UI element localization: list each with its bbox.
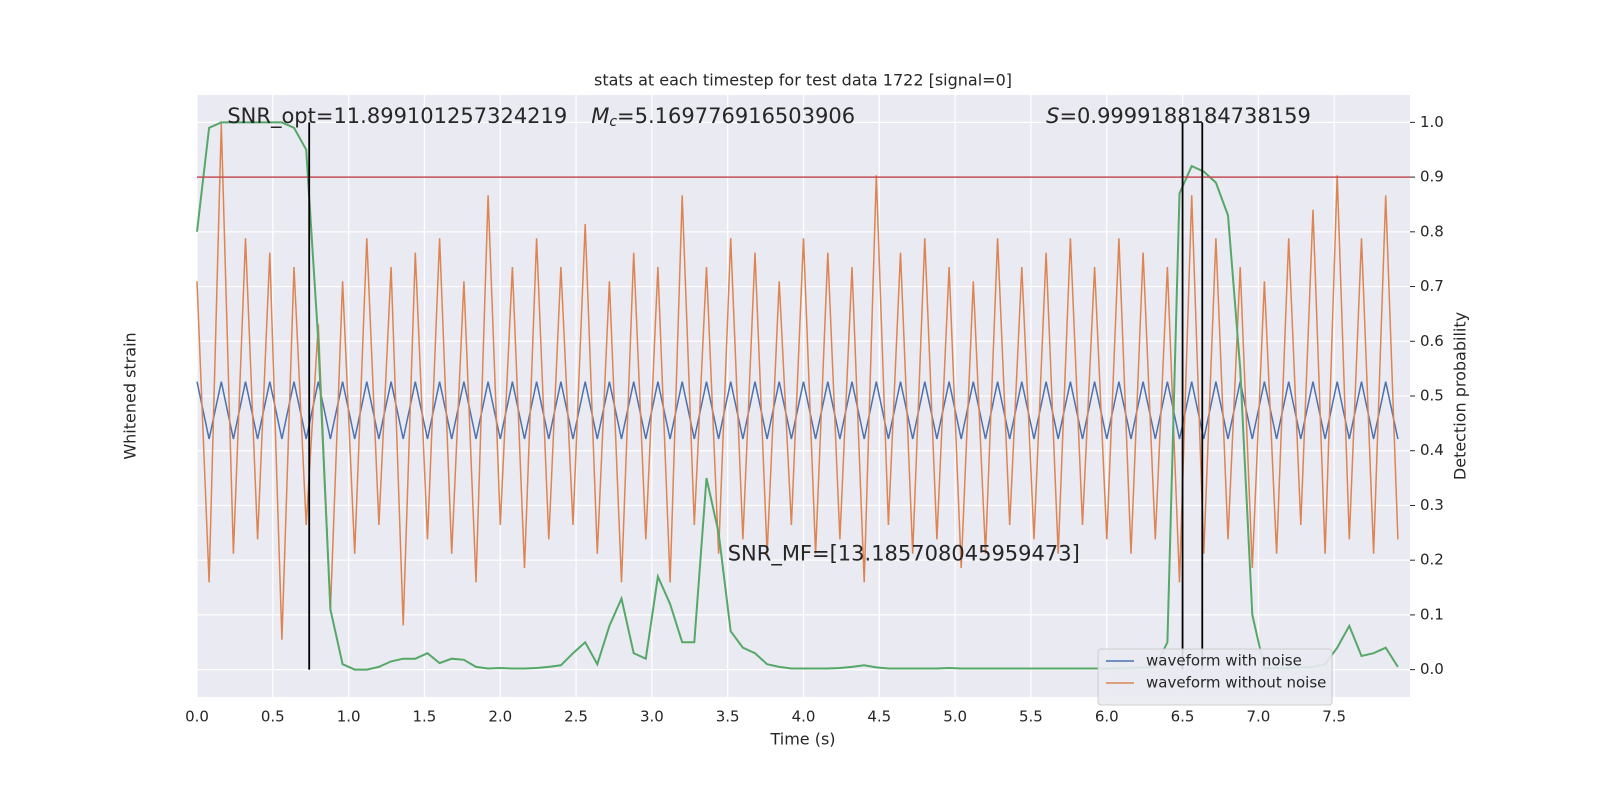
x-tick-label: 2.5 — [564, 708, 588, 726]
x-tick-label: 0.5 — [261, 708, 285, 726]
annotation: SNR_opt=11.899101257324219 — [227, 104, 567, 129]
y-axis-label: Whitened strain — [121, 332, 140, 459]
annotation-symbol: M — [591, 104, 609, 128]
annotation-symbol: S — [1046, 104, 1059, 128]
x-tick-label: 4.0 — [792, 708, 816, 726]
x-tick-label: 5.5 — [1019, 708, 1043, 726]
x-tick-label: 4.5 — [867, 708, 891, 726]
legend-box — [1097, 648, 1333, 706]
legend-label: waveform without noise — [1146, 674, 1326, 692]
annotation: S=0.9999188184738159 — [1046, 104, 1311, 128]
y2-tick-label: 0.2 — [1420, 551, 1444, 569]
annotation: Mc=5.169776916503906 — [591, 104, 855, 130]
x-tick-label: 0.0 — [185, 708, 209, 726]
x-tick-label: 3.0 — [640, 708, 664, 726]
x-tick-label: 1.0 — [337, 708, 361, 726]
y2-tick-label: 0.6 — [1420, 332, 1444, 350]
y2-tick-label: 0.9 — [1420, 168, 1444, 186]
y2-tick-label: 0.4 — [1420, 441, 1444, 459]
y2-tick-label: 0.8 — [1420, 222, 1444, 240]
y2-tick-label: 0.1 — [1420, 605, 1444, 623]
x-tick-label: 7.5 — [1322, 708, 1346, 726]
series-line — [196, 123, 1399, 640]
series-line — [196, 381, 1399, 440]
annotation-subscript: c — [609, 114, 617, 130]
x-tick-label: 3.5 — [716, 708, 740, 726]
x-tick-label: 6.0 — [1095, 708, 1119, 726]
y2-tick-label: 0.3 — [1420, 496, 1444, 514]
x-tick-label: 1.5 — [413, 708, 437, 726]
annotation-text: =5.169776916503906 — [617, 104, 855, 128]
x-axis-label: Time (s) — [769, 730, 835, 749]
legend-label: waveform with noise — [1146, 652, 1302, 670]
chart-title: stats at each timestep for test data 172… — [594, 71, 1012, 90]
y2-axis-label: Detection probability — [1451, 312, 1470, 480]
annotation: SNR_MF=[13.185708045959473] — [728, 542, 1080, 567]
x-tick-label: 5.0 — [943, 708, 967, 726]
series-line — [196, 121, 1399, 671]
y2-tick-label: 1.0 — [1420, 113, 1444, 131]
y2-tick-label: 0.5 — [1420, 387, 1444, 405]
x-tick-label: 6.5 — [1171, 708, 1195, 726]
x-tick-label: 7.0 — [1246, 708, 1270, 726]
x-tick-label: 2.0 — [488, 708, 512, 726]
y2-tick-label: 0.7 — [1420, 277, 1444, 295]
annotation-text: =0.9999188184738159 — [1059, 104, 1310, 128]
y2-tick-label: 0.0 — [1420, 660, 1444, 678]
